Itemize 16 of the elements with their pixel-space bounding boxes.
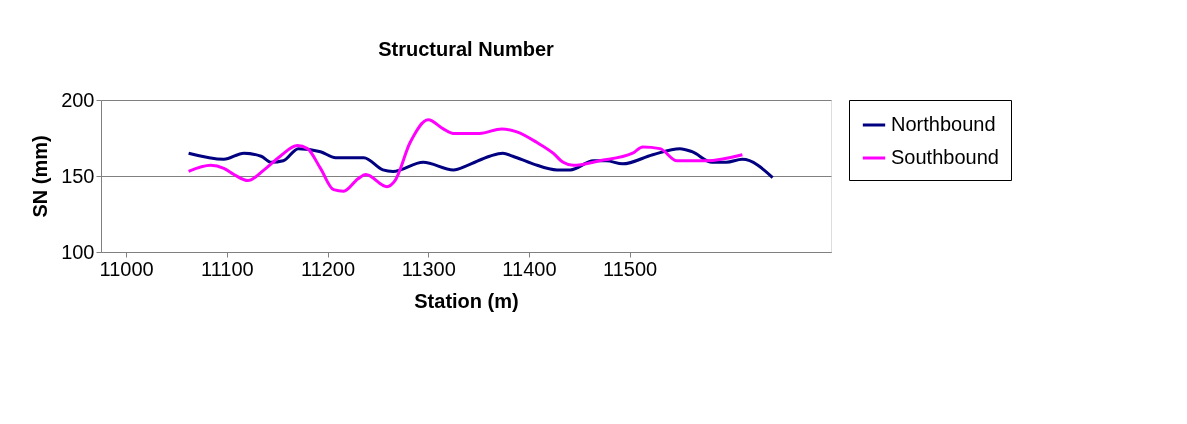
x-tick-label: 11500 [603,257,658,280]
chart-title: Structural Number [378,38,555,60]
y-axis-title: SN (mm) [29,135,52,218]
y-tick-label: 150 [61,164,95,187]
y-tick-label: 100 [61,240,95,263]
x-tick-label: 11400 [502,257,557,280]
legend-label: Southbound [891,146,999,168]
x-tick-label: 11100 [201,257,254,280]
x-axis-title: Station (m) [414,289,519,312]
x-tick-label: 11000 [99,257,154,280]
line-series [187,147,775,180]
legend-label: Northbound [891,113,996,135]
x-tick-label: 11200 [300,257,356,280]
x-tick-label: 11300 [401,257,456,280]
line-series [187,118,744,193]
y-tick-label: 200 [61,88,95,111]
